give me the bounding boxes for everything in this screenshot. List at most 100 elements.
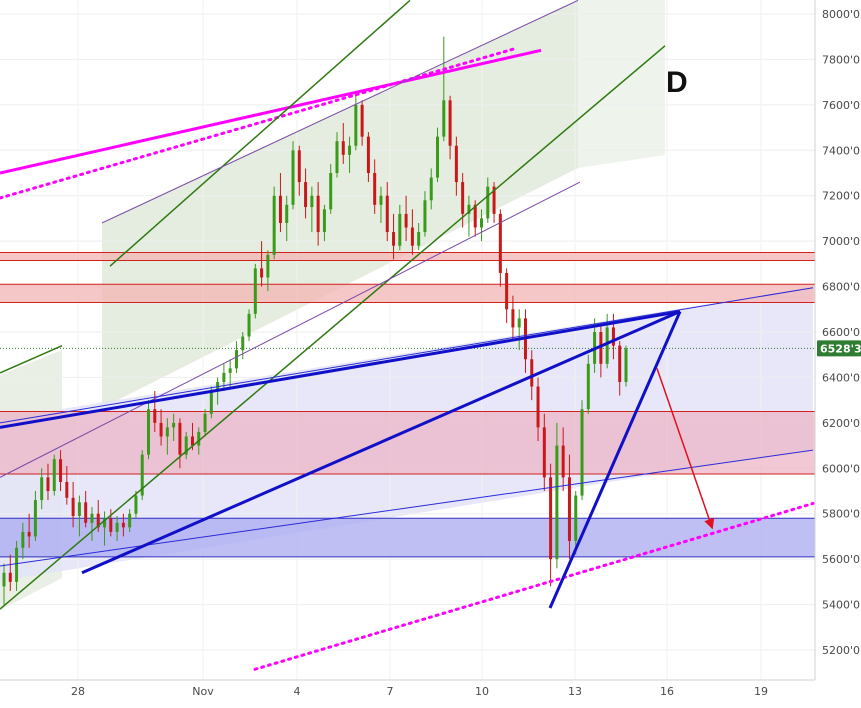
- candle-body: [322, 209, 326, 233]
- x-tick-label: 10: [475, 685, 489, 698]
- candle-body: [373, 173, 377, 205]
- candle-body: [77, 502, 81, 516]
- candle-body: [360, 104, 364, 137]
- candle-body: [190, 436, 194, 446]
- candle-body: [21, 531, 25, 548]
- candle-body: [71, 497, 75, 516]
- y-tick-label: 6000'0: [822, 462, 860, 475]
- candle-body: [605, 327, 609, 364]
- candle-body: [178, 422, 182, 455]
- candle-body: [228, 368, 232, 373]
- candle-body: [517, 318, 521, 328]
- candle-body: [140, 454, 144, 496]
- y-tick-label: 5200'0: [822, 644, 860, 657]
- candle-body: [398, 213, 402, 246]
- candle-body: [404, 213, 408, 228]
- candle-body: [278, 195, 282, 223]
- y-tick-label: 7600'0: [822, 99, 860, 112]
- candle-body: [304, 182, 308, 208]
- x-tick-label: 16: [660, 685, 674, 698]
- x-tick-label: Nov: [192, 685, 214, 698]
- candle-body: [461, 182, 465, 214]
- candle-body: [379, 195, 383, 205]
- candle-body: [549, 477, 553, 560]
- candle-body: [46, 477, 50, 491]
- trendline-magenta-dotted-lower: [253, 501, 815, 671]
- trendline-wedge-upper: [0, 310, 681, 429]
- candle-body: [366, 136, 370, 173]
- candle-body: [511, 309, 515, 328]
- y-tick-label: 7400'0: [822, 144, 860, 157]
- candle-body: [128, 513, 132, 528]
- candle-body: [247, 313, 251, 337]
- projection-arrow-layer: [656, 368, 715, 530]
- candle-body: [423, 200, 427, 233]
- candle-body: [115, 522, 119, 532]
- candle-body: [96, 513, 100, 528]
- y-tick-label: 6200'0: [822, 417, 860, 430]
- candle-body: [197, 431, 201, 446]
- trendline-magenta-dotted-upper: [0, 47, 515, 200]
- candle-body: [586, 363, 590, 410]
- candle-body: [103, 518, 107, 528]
- candle-body: [574, 495, 578, 541]
- candle-body: [505, 272, 509, 310]
- candle-body: [599, 332, 603, 364]
- candle-body: [442, 100, 446, 137]
- trendline-wedge-lower: [81, 310, 681, 575]
- candle-body: [454, 145, 458, 183]
- candle-body: [542, 427, 546, 478]
- candle-body: [222, 372, 226, 382]
- trendline-blue-channel-lower: [0, 449, 814, 567]
- x-tick-label: 19: [754, 685, 768, 698]
- candle-body: [310, 195, 314, 208]
- last-price-marker: 6528'3: [817, 340, 861, 357]
- x-tick-label: 4: [294, 685, 301, 698]
- candle-body: [260, 268, 264, 278]
- candle-body: [335, 141, 339, 173]
- candle-body: [473, 204, 477, 228]
- trendline-purple-channel-upper: [101, 0, 579, 224]
- y-tick-label: 6600'0: [822, 326, 860, 339]
- candle-body: [33, 500, 37, 537]
- candle-body: [410, 227, 414, 246]
- candle-body: [624, 348, 628, 382]
- candle-body: [492, 186, 496, 214]
- x-tick-label: 13: [568, 685, 582, 698]
- candle-body: [618, 345, 622, 382]
- candle-body: [580, 409, 584, 496]
- candle-body: [486, 186, 490, 219]
- zones-layer: [0, 252, 815, 558]
- candle-body: [436, 136, 440, 178]
- candle-body: [555, 445, 559, 560]
- candle-body: [348, 145, 352, 155]
- trendline-blue-channel-upper: [0, 287, 814, 424]
- candle-body: [15, 547, 19, 582]
- candle-body: [109, 518, 113, 532]
- candle-body: [2, 572, 6, 587]
- candle-body: [172, 422, 176, 428]
- candle-body: [479, 218, 483, 228]
- candle-body: [385, 195, 389, 233]
- candles-layer: [2, 36, 628, 605]
- candle-body: [165, 427, 169, 437]
- trendline-green-channel-upper: [109, 0, 411, 267]
- candle-body: [417, 232, 421, 246]
- candle-body: [561, 445, 565, 478]
- y-tick-label: 6800'0: [822, 281, 860, 294]
- candle-body: [40, 477, 44, 501]
- candle-body: [59, 459, 63, 482]
- candle-body: [234, 350, 238, 369]
- candle-body: [8, 572, 12, 582]
- y-tick-label: 5800'0: [822, 508, 860, 521]
- candle-body: [266, 254, 270, 278]
- time-axis: 28 Nov 4 7 10 13 16 19: [0, 679, 861, 708]
- candle-body: [291, 150, 295, 205]
- candle-body: [341, 141, 345, 155]
- candle-body: [153, 409, 157, 423]
- candle-body: [297, 150, 301, 183]
- candle-body: [209, 391, 213, 414]
- candle-body: [498, 213, 502, 273]
- candle-body: [241, 336, 245, 351]
